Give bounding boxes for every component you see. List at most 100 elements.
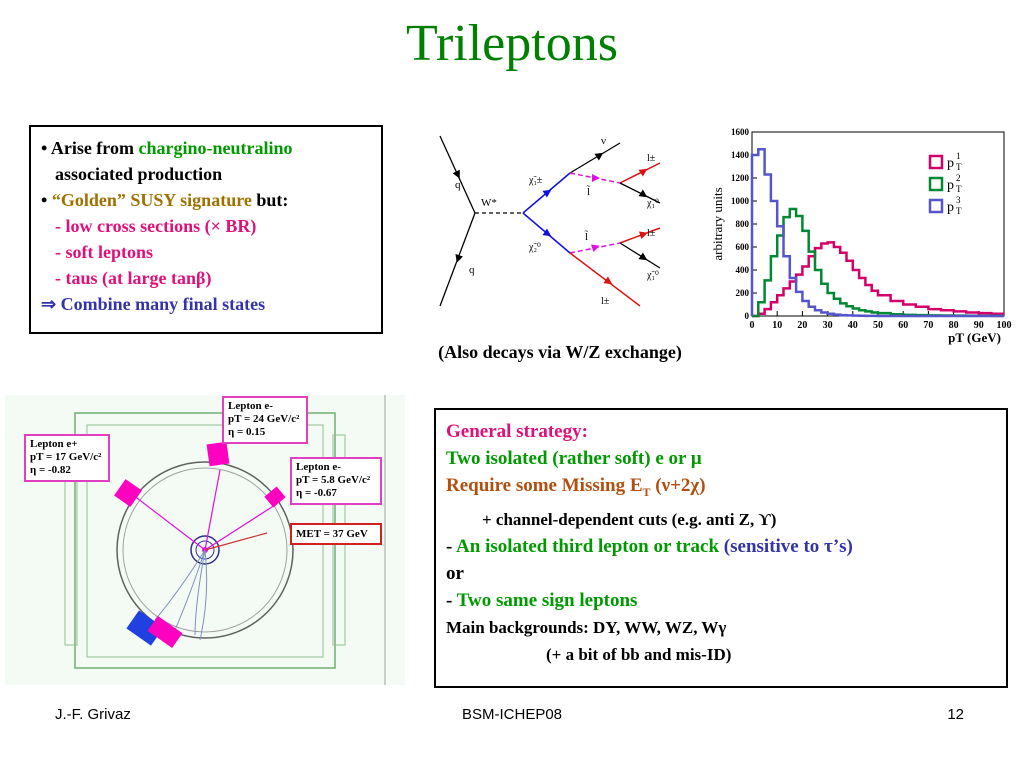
combine-text: Combine many final states [56,294,266,314]
also-decays-caption: (Also decays via W/Z exchange) [438,342,682,362]
nu-chi-text: (ν+2χ) [650,475,706,496]
legend-label-pT1: p [947,156,954,171]
strategy-line-7: - Two same sign leptons [446,587,996,614]
lep1-pt: pT = 24 GeV/c² [228,413,300,425]
feyn-chi1: χ̃₁± [528,175,543,186]
lepton-label-2: Lepton e+ pT = 17 GeV/c² η = -0.82 [24,434,110,482]
y-tick-label: 1600 [731,127,750,137]
bullet-icon: • [41,190,48,210]
feyn-ltilde1: l̃ [586,184,590,198]
strategy-line-3: Require some Missing ET (ν+2χ) [446,472,996,506]
neutrino-line [569,142,621,174]
feyn-w: W* [481,197,497,209]
neutralino-line-2 [619,242,661,269]
x-axis-label: pT (GeV) [948,330,1001,345]
lep1-eta: η = 0.15 [228,426,266,438]
y-tick-label: 1400 [731,150,750,160]
feyn-chi0b: χ̃₁⁰ [646,270,659,281]
x-tick-label: 60 [898,320,908,331]
legend-swatch-pT2 [928,176,944,192]
strategy-line-1: General strategy: [446,421,588,442]
feyn-chi0a: χ̃₁⁰ [646,198,659,209]
et-subscript: T [642,484,651,499]
lep2-pt: pT = 17 GeV/c² [30,451,102,463]
feyn-chi2: χ̃₂⁰ [528,242,541,253]
pt-histogram: 0 200 400 600 800 1000 1200 1400 1600 0 10 20 30 40 5… [710,127,1012,345]
footer-author: J.-F. Grivaz [55,706,131,723]
intro-box: • Arise from chargino-neutralino associa… [29,125,383,334]
y-tick-label: 1000 [731,196,750,206]
x-tick-label: 40 [848,320,858,331]
intro-line-7: ⇒ Combine many final states [41,291,371,317]
strategy-line-6: or [446,562,464,584]
strategy-line-2: Two isolated (rather soft) e or μ [446,448,702,469]
intro-text: Arise from [50,138,139,158]
series-pT1-line [752,241,1004,318]
dash-text: - [446,535,457,557]
feyn-q-top: q [455,179,461,191]
series-pT3-line [750,148,1004,318]
x-tick-label: 70 [923,320,933,331]
intro-line-6: - taus (at large tanβ) [55,268,212,288]
y-tick-label: 600 [736,242,750,252]
footer-event: BSM-ICHEP08 [461,706,563,723]
met-label: MET = 37 GeV [290,523,382,545]
same-sign-text: Two same sign leptons [456,589,638,611]
feyn-q-bottom: q [469,264,475,276]
y-axis-label: arbitrary units [710,187,725,260]
tau-text: (sensitive to τ’s) [719,535,853,557]
strategy-line-4: + channel-dependent cuts (e.g. anti Z, ϒ… [482,509,777,529]
lep3-name: Lepton e- [296,461,341,473]
footer-page-number: 12 [947,706,964,723]
lep2-eta: η = -0.82 [30,464,71,476]
feyn-l2: l± [647,228,656,239]
legend-sub-pT1: T [956,162,962,172]
y-tick-label: 1200 [731,173,750,183]
lep3-eta: η = -0.67 [296,487,337,499]
lepton-line-1 [619,162,661,184]
x-tick-label: 80 [949,320,959,331]
legend-swatch-pT3 [928,198,944,214]
quark-line-bottom [439,212,476,307]
intro-line-5: - soft leptons [55,242,153,262]
missing-et-text: Require some Missing E [446,475,643,496]
strategy-line-8: Main backgrounds: DY, WW, WZ, Wγ [446,617,727,637]
lep1-name: Lepton e- [228,400,273,412]
x-tick-label: 30 [823,320,833,331]
feyn-nu: ν [601,135,606,147]
dash-text: - [446,589,457,611]
x-tick-label: 0 [750,320,755,331]
lep2-name: Lepton e+ [30,438,78,450]
slide-title: Trileptons [406,15,618,72]
feyn-ltilde2: l̃ [584,229,588,243]
legend-swatch-pT1 [928,154,944,170]
strategy-line-5: - An isolated third lepton or track (sen… [446,533,996,560]
lepton-label-1: Lepton e- pT = 24 GeV/c² η = 0.15 [222,396,308,444]
legend-sup-pT1: 1 [956,151,961,161]
legend-label-pT2: p [947,178,954,193]
intro-highlight: chargino-neutralino [138,138,293,158]
legend-label-pT3: p [947,200,954,215]
implies-icon: ⇒ [41,294,57,314]
third-lepton-text: An isolated third lepton or track [456,535,720,557]
x-tick-label: 50 [873,320,883,331]
y-tick-label: 400 [736,265,750,275]
strategy-box: General strategy: Two isolated (rather s… [434,408,1008,688]
x-tick-label: 100 [997,320,1012,331]
x-tick-label: 90 [974,320,984,331]
x-tick-label: 10 [772,320,782,331]
legend-sup-pT2: 2 [956,173,961,183]
strategy-line-9: (+ a bit of bb and mis-ID) [546,644,732,664]
lep3-pt: pT = 5.8 GeV/c² [296,474,371,486]
but-text: but: [251,190,289,210]
intro-line-2: associated production [55,164,223,184]
x-tick-label: 20 [797,320,807,331]
bullet-icon: • [41,138,48,158]
legend-sub-pT2: T [956,184,962,194]
feyn-l1: l± [647,153,656,164]
intro-line-1: • Arise from chargino-neutralino [41,135,371,161]
feyn-l3: l± [601,296,610,307]
y-tick-label: 200 [736,288,750,298]
slepton-line-2 [569,242,621,254]
y-tick-label: 0 [745,311,750,321]
